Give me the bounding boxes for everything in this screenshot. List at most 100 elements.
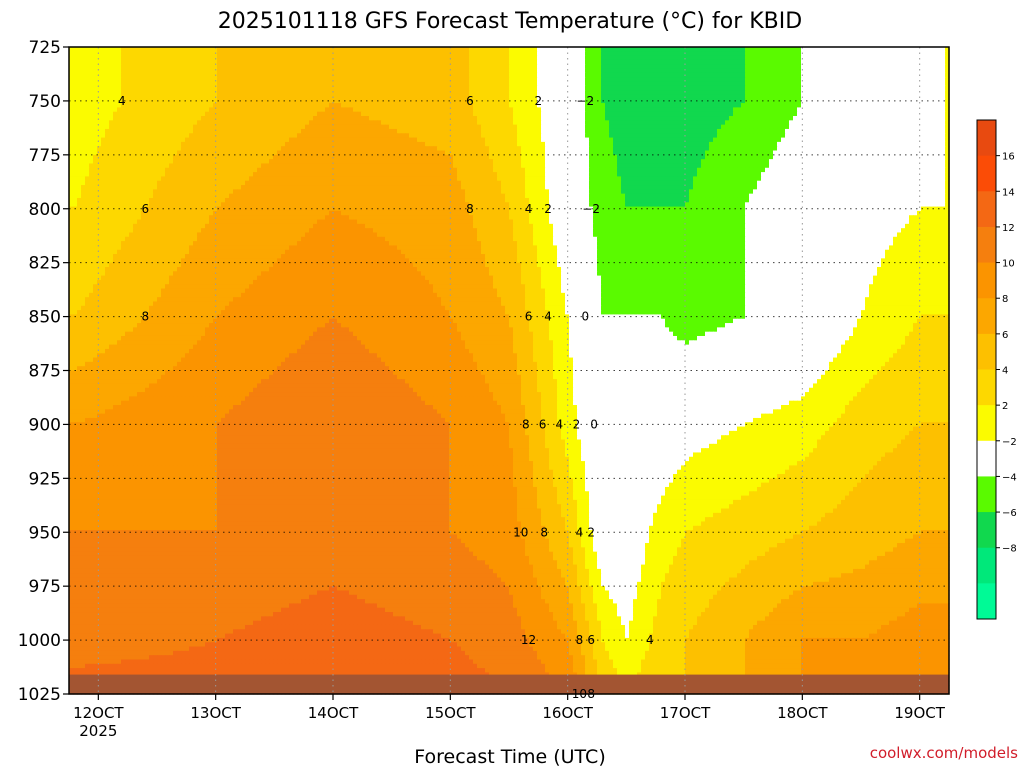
field-cell xyxy=(337,94,342,99)
field-cell xyxy=(897,103,902,108)
field-cell xyxy=(617,51,622,56)
field-cell xyxy=(865,107,870,112)
field-cell xyxy=(165,60,170,65)
field-cell xyxy=(437,64,442,69)
field-cell xyxy=(761,69,766,74)
field-cell xyxy=(909,64,914,69)
field-cell xyxy=(345,69,350,74)
field-cell xyxy=(289,90,294,95)
field-cell xyxy=(753,60,758,65)
field-cell xyxy=(869,86,874,91)
field-cell xyxy=(93,107,98,112)
field-cell xyxy=(397,69,402,74)
field-cell xyxy=(73,86,78,91)
field-cell xyxy=(705,51,710,56)
field-cell xyxy=(165,69,170,74)
field-cell xyxy=(269,60,274,65)
field-cell xyxy=(881,103,886,108)
field-cell xyxy=(521,94,526,99)
field-cell xyxy=(497,77,502,82)
field-cell xyxy=(105,56,110,61)
field-cell xyxy=(833,94,838,99)
field-cell xyxy=(933,107,938,112)
field-cell xyxy=(257,77,262,82)
field-cell xyxy=(245,60,250,65)
field-cell xyxy=(429,107,434,112)
field-cell xyxy=(249,69,254,74)
field-cell xyxy=(661,73,666,78)
field-cell xyxy=(377,94,382,99)
field-cell xyxy=(625,64,630,69)
field-cell xyxy=(485,51,490,56)
field-cell xyxy=(161,77,166,82)
field-cell xyxy=(325,103,330,108)
field-cell xyxy=(165,107,170,112)
field-cell xyxy=(601,60,606,65)
field-cell xyxy=(873,107,878,112)
field-cell xyxy=(201,116,206,121)
field-cell xyxy=(77,90,82,95)
field-cell xyxy=(545,51,550,56)
field-cell xyxy=(233,73,238,78)
field-cell xyxy=(781,64,786,69)
field-cell xyxy=(637,107,642,112)
field-cell xyxy=(109,73,114,78)
field-cell xyxy=(821,64,826,69)
field-cell xyxy=(941,90,946,95)
field-cell xyxy=(129,103,134,108)
field-cell xyxy=(921,64,926,69)
field-cell xyxy=(585,64,590,69)
field-cell xyxy=(669,90,674,95)
field-cell xyxy=(541,51,546,56)
field-cell xyxy=(797,64,802,69)
field-cell xyxy=(277,90,282,95)
field-cell xyxy=(385,94,390,99)
field-cell xyxy=(889,77,894,82)
field-cell xyxy=(657,86,662,91)
field-cell xyxy=(93,82,98,87)
field-cell xyxy=(377,107,382,112)
field-cell xyxy=(877,77,882,82)
field-cell xyxy=(77,60,82,65)
field-cell xyxy=(941,77,946,82)
field-cell xyxy=(225,56,230,61)
field-cell xyxy=(497,73,502,78)
field-cell xyxy=(109,99,114,104)
field-cell xyxy=(373,107,378,112)
field-cell xyxy=(637,86,642,91)
field-cell xyxy=(161,73,166,78)
field-cell xyxy=(717,107,722,112)
field-cell xyxy=(833,77,838,82)
field-cell xyxy=(265,60,270,65)
field-cell xyxy=(909,69,914,74)
field-cell xyxy=(633,94,638,99)
field-cell xyxy=(413,69,418,74)
field-cell xyxy=(769,69,774,74)
field-cell xyxy=(777,107,782,112)
field-cell xyxy=(417,77,422,82)
field-cell xyxy=(109,82,114,87)
field-cell xyxy=(493,69,498,74)
field-cell xyxy=(417,112,422,117)
field-cell xyxy=(513,77,518,82)
field-cell xyxy=(373,73,378,78)
field-cell xyxy=(241,60,246,65)
field-cell xyxy=(833,73,838,78)
field-cell xyxy=(745,51,750,56)
field-cell xyxy=(561,94,566,99)
field-cell xyxy=(593,64,598,69)
field-cell xyxy=(201,86,206,91)
field-cell xyxy=(373,56,378,61)
field-cell xyxy=(381,73,386,78)
field-cell xyxy=(313,116,318,121)
field-cell xyxy=(553,103,558,108)
field-cell xyxy=(793,60,798,65)
field-cell xyxy=(481,82,486,87)
field-cell xyxy=(401,107,406,112)
field-cell xyxy=(833,107,838,112)
field-cell xyxy=(777,56,782,61)
field-cell xyxy=(345,112,350,117)
field-cell xyxy=(245,112,250,117)
field-cell xyxy=(381,56,386,61)
field-cell xyxy=(93,69,98,74)
